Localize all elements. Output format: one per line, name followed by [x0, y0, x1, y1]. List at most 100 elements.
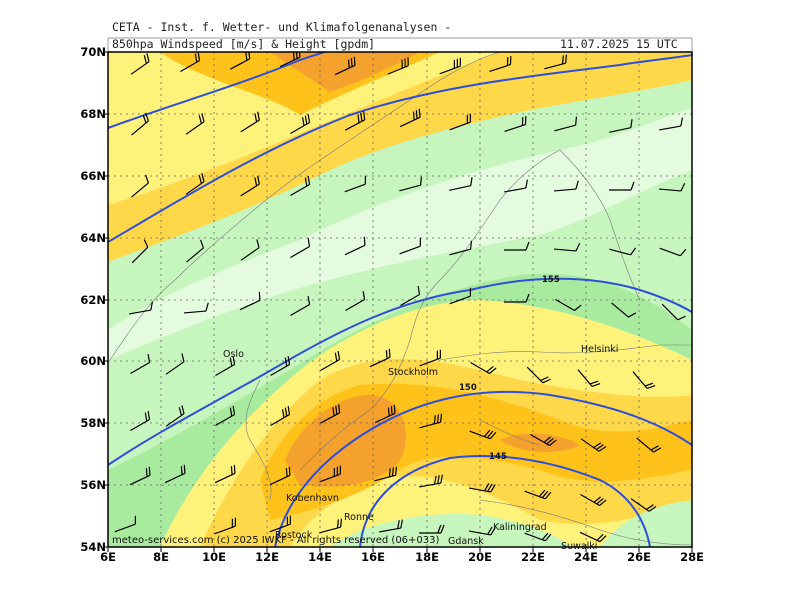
- wind-barb: [399, 176, 423, 192]
- chart-title: CETA - Inst. f. Wetter- und Klimafolgena…: [112, 20, 452, 34]
- wind-barb: [555, 298, 582, 312]
- wind-barb: [400, 285, 421, 307]
- wind-barb: [379, 519, 403, 533]
- header-frame: [107, 37, 693, 53]
- wind-barb: [344, 236, 366, 256]
- city-label-rostock: Rostock: [275, 530, 313, 541]
- wind-barb: [504, 179, 528, 193]
- lon-label-22e: 22E: [521, 550, 545, 564]
- isohypse-155: [108, 277, 692, 466]
- coastlines: [109, 52, 692, 546]
- wind-barb: [215, 405, 236, 427]
- lon-label-8e: 8E: [153, 550, 169, 564]
- wind-barb: [344, 175, 367, 193]
- city-label-kobenhavn: Kobenhavn: [286, 493, 339, 504]
- axis-ticks: [103, 51, 693, 552]
- city-label-oslo: Oslo: [223, 349, 244, 360]
- lon-label-18e: 18E: [415, 550, 439, 564]
- wind-barb: [131, 239, 149, 264]
- wind-barb: [469, 483, 496, 493]
- lat-label-66n: 66N: [80, 169, 106, 183]
- lon-label-12e: 12E: [255, 550, 279, 564]
- lon-label-16e: 16E: [361, 550, 385, 564]
- wind-barb: [131, 112, 149, 136]
- calm-zone: [108, 108, 692, 360]
- lat-label-70n: 70N: [80, 45, 106, 59]
- lat-label-68n: 68N: [80, 107, 106, 121]
- wind-barb: [279, 52, 301, 68]
- wind-barb: [270, 355, 291, 377]
- city-label-gdansk: Gdansk: [448, 536, 484, 547]
- north-light-yellow: [108, 52, 500, 205]
- baltic-green: [330, 514, 570, 547]
- isohypses: [108, 52, 692, 547]
- wind-barb: [632, 371, 656, 389]
- wind-barb: [609, 247, 637, 256]
- wind-barb: [290, 295, 311, 317]
- lon-label-6e: 6E: [100, 550, 116, 564]
- wind-barb: [114, 515, 137, 533]
- wind-barb: [399, 237, 422, 255]
- north-dark-orange: [270, 52, 420, 92]
- wind-barb: [470, 361, 497, 375]
- wind-barb: [180, 52, 201, 73]
- wind-barb: [230, 52, 251, 70]
- wind-barb: [530, 433, 557, 447]
- wind-barb: [387, 57, 409, 75]
- wind-barb: [609, 119, 633, 133]
- wind-barb: [214, 464, 236, 484]
- lon-label-10e: 10E: [202, 550, 226, 564]
- isohypse-label-155: 155: [542, 275, 560, 285]
- lat-label-64n: 64N: [80, 231, 106, 245]
- wind-barb: [131, 174, 149, 198]
- wind-barb: [345, 111, 366, 131]
- wind-barb: [659, 247, 687, 257]
- wind-barb: [165, 353, 185, 375]
- wind-barb: [165, 405, 185, 427]
- wind-barb: [320, 350, 341, 372]
- wind-barb: [240, 175, 260, 197]
- wind-barb: [164, 464, 186, 484]
- wind-barb: [240, 111, 260, 133]
- wind-barb: [185, 113, 205, 135]
- wind-barb: [580, 438, 607, 452]
- wind-barb: [526, 366, 551, 384]
- isohypse-label-150: 150: [459, 383, 477, 393]
- wind-barb: [524, 489, 552, 500]
- isohypse-north-1: [108, 52, 328, 129]
- wind-barb: [130, 353, 151, 375]
- wind-barb: [577, 369, 601, 387]
- wind-barb: [580, 493, 607, 507]
- wind-barb: [186, 239, 204, 263]
- wind-barb: [129, 466, 151, 486]
- isohypse-145: [359, 455, 651, 547]
- southeast-green: [600, 500, 692, 547]
- south-dark-orange: [285, 394, 406, 487]
- wind-barb: [320, 404, 341, 424]
- lon-label-26e: 26E: [627, 550, 651, 564]
- lat-label-56n: 56N: [80, 478, 106, 492]
- wind-barb: [130, 53, 150, 75]
- city-label-stockholm: Stockholm: [388, 367, 439, 378]
- wind-barb: [636, 437, 662, 453]
- wind-barb: [319, 518, 343, 534]
- wind-barb: [214, 517, 237, 535]
- wind-barb: [611, 302, 637, 318]
- wind-barb: [554, 116, 578, 132]
- wind-barb: [419, 413, 443, 429]
- wind-barb: [419, 474, 443, 488]
- wind-barb: [439, 57, 462, 75]
- city-label-ronne: Ronne: [344, 512, 374, 523]
- lat-label-60n: 60N: [80, 354, 106, 368]
- wind-barb: [489, 56, 512, 72]
- city-label-kaliningrad: Kaliningrad: [493, 522, 547, 533]
- wind-barb: [504, 293, 530, 303]
- wind-barb: [659, 117, 683, 131]
- lon-label-28e: 28E: [680, 550, 704, 564]
- wind-barb: [290, 113, 311, 135]
- chart-subtitle: 850hpa Windspeed [m/s] & Height [gpdm]: [112, 37, 376, 51]
- wind-barb: [240, 239, 260, 261]
- wind-barb: [658, 182, 686, 192]
- wind-barb: [319, 465, 342, 483]
